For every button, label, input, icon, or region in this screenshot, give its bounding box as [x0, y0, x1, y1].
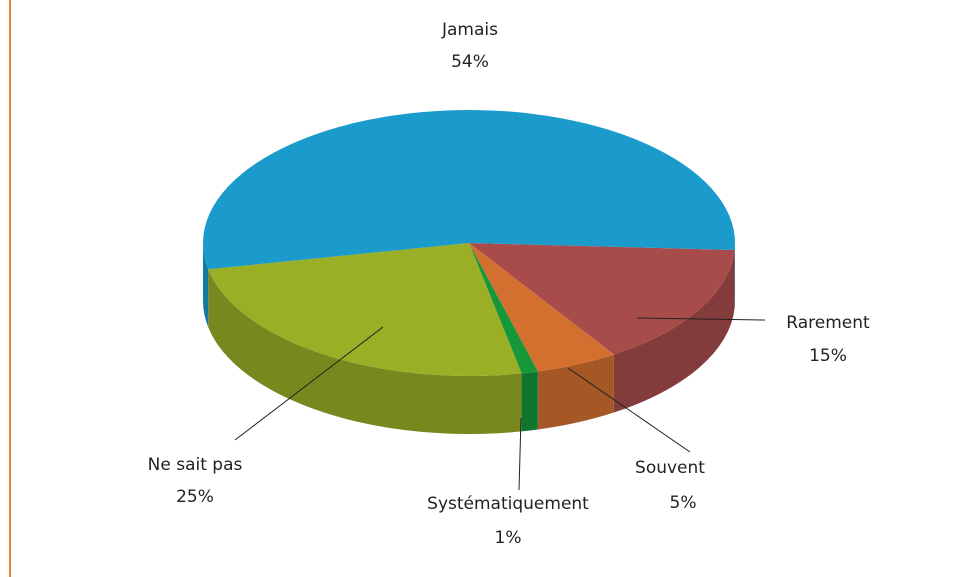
leader-line — [636, 317, 766, 321]
slice — [469, 243, 735, 355]
value-label: 54% — [451, 52, 489, 72]
value-label: 5% — [670, 493, 697, 513]
slice-label: Souvent — [635, 458, 705, 478]
leader-line — [234, 326, 384, 441]
slice — [469, 243, 614, 372]
leader-line — [518, 417, 522, 491]
slice-side — [613, 249, 735, 413]
value-label: 15% — [809, 346, 847, 366]
slice-side — [203, 243, 209, 328]
slice-side — [521, 371, 538, 432]
value-label: 1% — [495, 528, 522, 548]
slice — [469, 243, 538, 374]
slice-label: Ne sait pas — [148, 455, 243, 475]
slice-label: Jamais — [441, 20, 498, 40]
slice-side — [537, 354, 614, 430]
slice — [202, 109, 735, 270]
slice — [208, 243, 522, 376]
slice-side — [208, 269, 522, 434]
slice-label: Systématiquement — [427, 494, 589, 514]
slice-label: Rarement — [786, 313, 870, 333]
value-label: 25% — [176, 487, 214, 507]
leader-line — [567, 367, 691, 453]
